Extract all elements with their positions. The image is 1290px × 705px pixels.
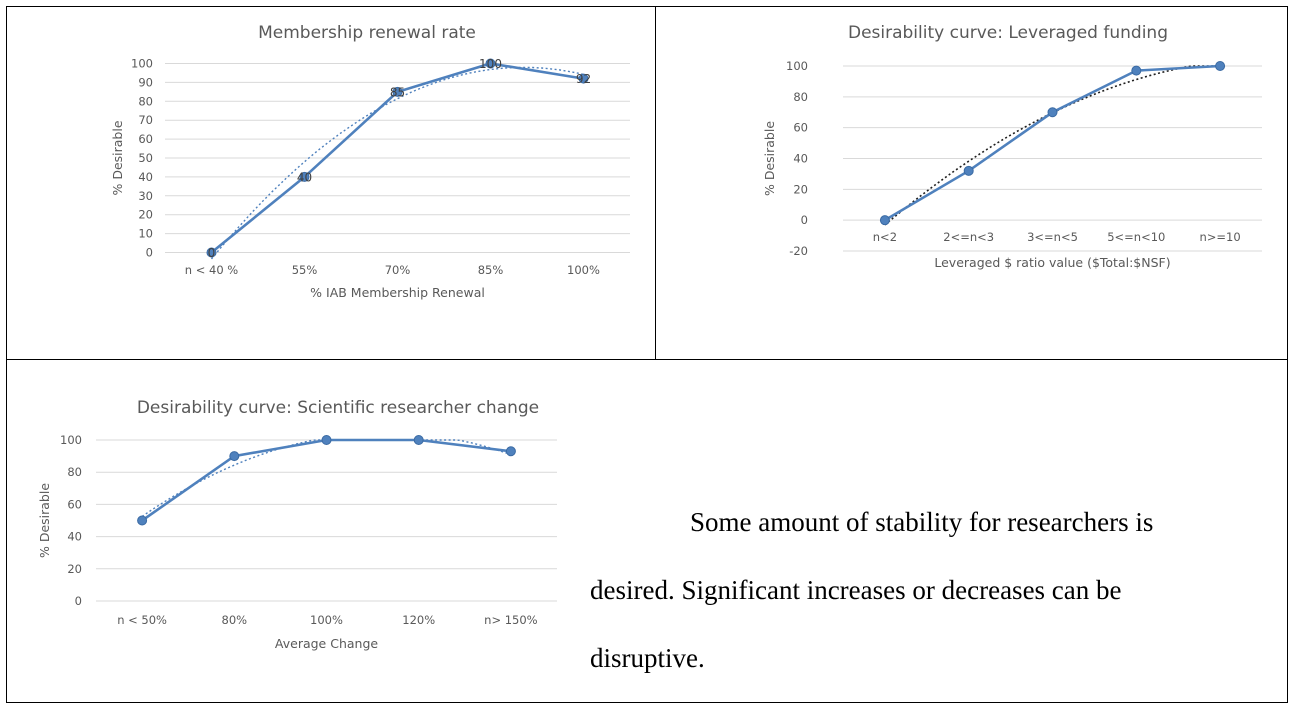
- y-tick-label: 20: [138, 208, 153, 222]
- data-label: 0: [208, 246, 216, 260]
- data-label: 40: [297, 170, 312, 184]
- data-point: [1047, 107, 1058, 118]
- data-point: [413, 435, 424, 445]
- y-tick-label: 40: [138, 170, 153, 184]
- data-label: 100: [479, 57, 502, 71]
- data-point: [578, 73, 589, 84]
- x-tick-label: 85%: [478, 263, 504, 277]
- x-axis-title: % IAB Membership Renewal: [310, 285, 485, 300]
- y-tick-label: 50: [138, 151, 153, 165]
- chart-title: Desirability curve: Leveraged funding: [848, 23, 1168, 43]
- y-tick-label: 80: [138, 94, 153, 108]
- data-point: [299, 171, 310, 182]
- data-point: [1215, 61, 1226, 71]
- x-tick-label: n < 50%: [117, 613, 167, 627]
- x-tick-label: 5<=n<10: [1107, 230, 1165, 244]
- stability-note-text: Some amount of stability for researchers…: [590, 507, 1154, 673]
- x-tick-label: n>=10: [1199, 230, 1240, 244]
- x-axis-title: Average Change: [275, 636, 378, 651]
- y-tick-label: 90: [138, 75, 153, 89]
- data-point: [1131, 65, 1142, 76]
- y-tick-label: 30: [138, 189, 153, 203]
- chart-title: Membership renewal rate: [258, 23, 476, 43]
- data-point: [229, 451, 240, 462]
- y-tick-label: 40: [67, 530, 82, 544]
- data-label: 85: [390, 85, 405, 99]
- series-line: [141, 438, 512, 522]
- y-axis-title: % Desirable: [110, 120, 125, 195]
- cell-divider-horizontal: [6, 359, 1288, 360]
- y-tick-label: 60: [138, 132, 153, 146]
- chart-title: Desirability curve: Scientific researche…: [137, 398, 539, 418]
- x-tick-label: 120%: [402, 613, 435, 627]
- data-point: [505, 446, 516, 457]
- y-tick-label: 0: [75, 594, 82, 608]
- data-point: [485, 58, 496, 69]
- data-point: [963, 165, 974, 176]
- data-point: [879, 215, 890, 226]
- y-axis-title: % Desirable: [37, 483, 52, 558]
- stability-note: Some amount of stability for researchers…: [590, 488, 1240, 692]
- y-tick-label: 20: [793, 182, 808, 196]
- x-tick-label: 70%: [385, 263, 411, 277]
- trendline: [884, 65, 1221, 226]
- x-tick-label: n < 40 %: [185, 263, 239, 277]
- y-tick-label: 100: [60, 433, 82, 447]
- x-axis-title: Leveraged $ ratio value ($Total:$NSF): [934, 255, 1170, 270]
- y-tick-label: 80: [793, 90, 808, 104]
- cell-divider-vertical: [655, 6, 656, 360]
- data-label: 92: [576, 72, 591, 86]
- y-tick-label: 100: [131, 57, 153, 71]
- y-tick-label: 80: [67, 465, 82, 479]
- y-tick-label: 20: [67, 562, 82, 576]
- x-tick-label: 3<=n<5: [1027, 230, 1078, 244]
- data-point: [206, 247, 217, 258]
- y-tick-label: 10: [138, 227, 153, 241]
- table-border: [6, 6, 1288, 703]
- data-point: [137, 515, 148, 526]
- x-tick-label: n<2: [873, 230, 897, 244]
- data-point: [321, 435, 332, 445]
- y-tick-label: 60: [793, 121, 808, 135]
- y-tick-label: -20: [789, 244, 808, 258]
- x-tick-label: 100%: [310, 613, 343, 627]
- y-tick-label: 100: [786, 59, 808, 73]
- y-tick-label: 0: [146, 246, 153, 260]
- y-axis-title: % Desirable: [762, 121, 777, 196]
- x-tick-label: 80%: [222, 613, 248, 627]
- x-tick-label: n> 150%: [484, 613, 538, 627]
- x-tick-label: 2<=n<3: [943, 230, 994, 244]
- x-tick-label: 55%: [292, 263, 318, 277]
- y-tick-label: 40: [793, 152, 808, 166]
- y-tick-label: 60: [67, 497, 82, 511]
- data-point: [392, 86, 403, 97]
- x-tick-label: 100%: [567, 263, 600, 277]
- trendline: [141, 439, 512, 517]
- y-tick-label: 0: [801, 213, 808, 227]
- y-tick-label: 70: [138, 113, 153, 127]
